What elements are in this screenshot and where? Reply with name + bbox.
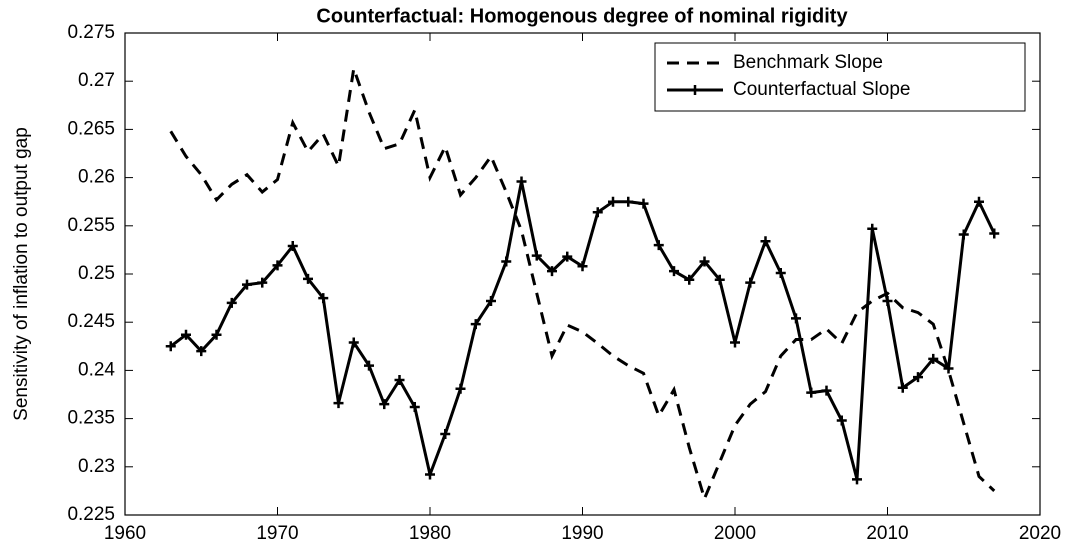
point-marker	[821, 385, 832, 396]
point-marker	[165, 341, 176, 352]
point-marker	[852, 474, 862, 485]
point-marker	[623, 196, 634, 207]
point-marker	[455, 383, 466, 394]
point-marker	[791, 313, 801, 324]
point-marker	[699, 256, 710, 267]
x-tick-label: 1990	[561, 523, 603, 544]
point-marker	[745, 277, 756, 288]
point-marker	[775, 268, 786, 279]
chart-title: Counterfactual: Homogenous degree of nom…	[316, 5, 848, 27]
y-tick-label: 0.26	[78, 167, 115, 188]
y-tick-label: 0.24	[78, 359, 115, 380]
series-line	[169, 181, 996, 480]
point-marker	[379, 399, 390, 410]
y-tick-label: 0.25	[78, 263, 115, 284]
point-marker	[913, 372, 923, 383]
point-marker	[318, 293, 329, 304]
y-tick-label: 0.23	[78, 456, 115, 477]
point-marker	[577, 261, 588, 272]
point-marker	[714, 274, 725, 285]
point-marker	[928, 353, 939, 364]
x-tick-label: 1970	[256, 523, 298, 544]
point-marker	[242, 279, 252, 290]
point-marker	[547, 266, 557, 277]
x-tick-label: 2020	[1019, 523, 1061, 544]
y-tick-label: 0.275	[67, 22, 115, 43]
point-marker	[516, 176, 527, 187]
point-marker	[882, 295, 893, 306]
point-marker	[333, 398, 344, 409]
point-marker	[196, 346, 207, 357]
y-tick-label: 0.245	[67, 311, 115, 332]
point-marker	[669, 266, 679, 277]
point-marker	[592, 207, 603, 218]
point-marker	[409, 402, 420, 413]
point-marker	[806, 387, 817, 398]
y-axis-label: Sensitivity of inflation to output gap	[11, 127, 32, 421]
point-marker	[425, 469, 435, 480]
y-tick-label: 0.255	[67, 215, 115, 236]
point-marker	[440, 429, 451, 440]
point-marker	[287, 241, 298, 252]
point-marker	[653, 240, 664, 251]
legend-box	[654, 42, 1026, 112]
point-marker	[684, 274, 695, 285]
point-marker	[257, 277, 268, 288]
x-tick-label: 1980	[409, 523, 451, 544]
point-marker	[394, 375, 405, 386]
y-tick-label: 0.235	[67, 408, 115, 429]
point-marker	[303, 273, 313, 284]
y-tick-label: 0.225	[67, 504, 115, 525]
point-marker	[836, 415, 847, 426]
point-marker	[562, 251, 573, 262]
series-line	[169, 68, 996, 504]
legend-marker	[690, 85, 700, 95]
point-marker	[867, 223, 878, 234]
point-marker	[486, 295, 496, 306]
point-marker	[608, 196, 618, 207]
point-marker	[272, 260, 283, 271]
point-marker	[531, 250, 542, 261]
point-marker	[470, 319, 481, 330]
point-marker	[974, 196, 984, 207]
legend-label: Benchmark Slope	[733, 52, 883, 73]
point-marker	[348, 337, 359, 348]
point-marker	[897, 382, 908, 393]
point-marker	[181, 329, 191, 340]
point-marker	[226, 297, 237, 308]
x-tick-label: 2010	[866, 523, 908, 544]
point-marker	[730, 337, 740, 348]
point-marker	[211, 329, 222, 340]
point-marker	[760, 236, 771, 247]
point-marker	[958, 229, 969, 240]
point-marker	[501, 256, 512, 267]
point-marker	[638, 198, 649, 209]
point-marker	[989, 228, 1000, 239]
y-tick-label: 0.265	[67, 118, 115, 139]
legend-label: Counterfactual Slope	[733, 79, 910, 100]
point-marker	[364, 360, 374, 371]
x-tick-label: 2000	[714, 523, 756, 544]
x-tick-label: 1960	[104, 523, 146, 544]
point-marker	[943, 363, 954, 374]
y-tick-label: 0.27	[78, 70, 115, 91]
